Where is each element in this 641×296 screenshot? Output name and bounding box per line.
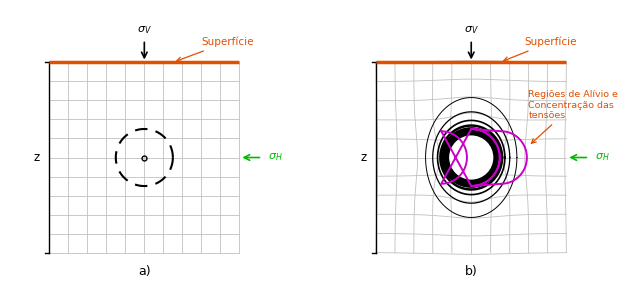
Text: a): a) — [138, 265, 151, 278]
Text: b): b) — [465, 265, 478, 278]
Text: $\sigma_V$: $\sigma_V$ — [464, 24, 479, 36]
Text: z: z — [33, 151, 40, 164]
Text: Superfície: Superfície — [504, 37, 577, 61]
Circle shape — [450, 136, 493, 179]
Text: $\sigma_H$: $\sigma_H$ — [595, 152, 610, 163]
Circle shape — [443, 129, 500, 186]
Text: $\sigma_H$: $\sigma_H$ — [268, 152, 283, 163]
Text: $\sigma_V$: $\sigma_V$ — [137, 24, 152, 36]
Text: Regiões de Alívio e
Concentração das
tensões: Regiões de Alívio e Concentração das ten… — [528, 90, 618, 143]
Text: z: z — [360, 151, 367, 164]
Text: Superfície: Superfície — [177, 37, 254, 62]
